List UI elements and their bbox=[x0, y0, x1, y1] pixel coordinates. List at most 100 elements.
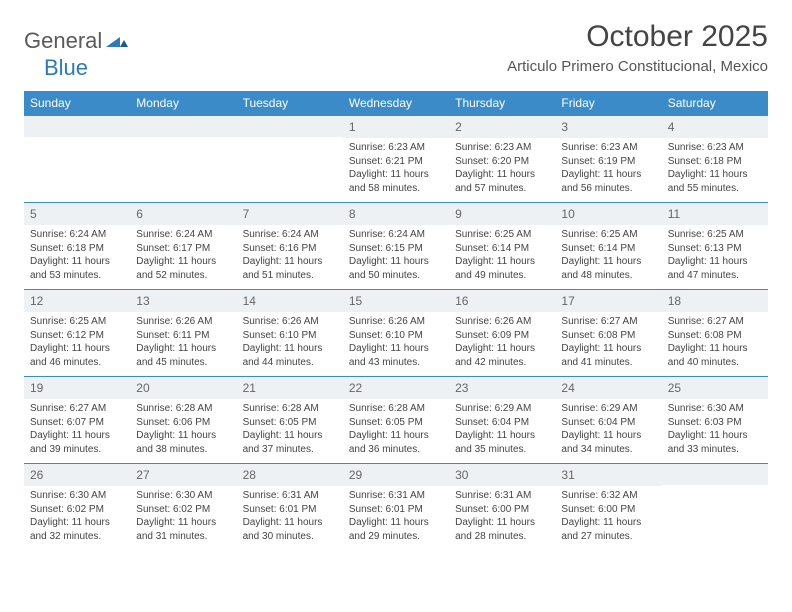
daylight-line: Daylight: 11 hours and 58 minutes. bbox=[349, 168, 443, 195]
sunset-line: Sunset: 6:21 PM bbox=[349, 155, 443, 169]
day-cell: 5Sunrise: 6:24 AMSunset: 6:18 PMDaylight… bbox=[24, 203, 130, 289]
day-number: 5 bbox=[24, 203, 130, 225]
day-cell: 30Sunrise: 6:31 AMSunset: 6:00 PMDayligh… bbox=[449, 464, 555, 550]
sunrise-line: Sunrise: 6:26 AM bbox=[349, 315, 443, 329]
daylight-line: Daylight: 11 hours and 55 minutes. bbox=[668, 168, 762, 195]
daylight-line: Daylight: 11 hours and 40 minutes. bbox=[668, 342, 762, 369]
week-row: 19Sunrise: 6:27 AMSunset: 6:07 PMDayligh… bbox=[24, 376, 768, 463]
day-number: 24 bbox=[555, 377, 661, 399]
weekday-header: Friday bbox=[555, 91, 661, 115]
day-cell: 1Sunrise: 6:23 AMSunset: 6:21 PMDaylight… bbox=[343, 116, 449, 202]
day-details: Sunrise: 6:23 AMSunset: 6:20 PMDaylight:… bbox=[449, 138, 555, 201]
day-details: Sunrise: 6:26 AMSunset: 6:10 PMDaylight:… bbox=[237, 312, 343, 375]
weekday-header: Wednesday bbox=[343, 91, 449, 115]
day-details: Sunrise: 6:30 AMSunset: 6:03 PMDaylight:… bbox=[662, 399, 768, 462]
daylight-line: Daylight: 11 hours and 27 minutes. bbox=[561, 516, 655, 543]
day-cell: 9Sunrise: 6:25 AMSunset: 6:14 PMDaylight… bbox=[449, 203, 555, 289]
sunrise-line: Sunrise: 6:27 AM bbox=[561, 315, 655, 329]
day-details: Sunrise: 6:23 AMSunset: 6:18 PMDaylight:… bbox=[662, 138, 768, 201]
sunset-line: Sunset: 6:00 PM bbox=[561, 503, 655, 517]
day-cell: 20Sunrise: 6:28 AMSunset: 6:06 PMDayligh… bbox=[130, 377, 236, 463]
daylight-line: Daylight: 11 hours and 33 minutes. bbox=[668, 429, 762, 456]
sunrise-line: Sunrise: 6:23 AM bbox=[455, 141, 549, 155]
daylight-line: Daylight: 11 hours and 38 minutes. bbox=[136, 429, 230, 456]
daylight-line: Daylight: 11 hours and 48 minutes. bbox=[561, 255, 655, 282]
daylight-line: Daylight: 11 hours and 46 minutes. bbox=[30, 342, 124, 369]
sunrise-line: Sunrise: 6:27 AM bbox=[668, 315, 762, 329]
day-details: Sunrise: 6:28 AMSunset: 6:05 PMDaylight:… bbox=[343, 399, 449, 462]
sunset-line: Sunset: 6:04 PM bbox=[455, 416, 549, 430]
day-cell: 11Sunrise: 6:25 AMSunset: 6:13 PMDayligh… bbox=[662, 203, 768, 289]
day-number: 20 bbox=[130, 377, 236, 399]
day-cell: 4Sunrise: 6:23 AMSunset: 6:18 PMDaylight… bbox=[662, 116, 768, 202]
sunset-line: Sunset: 6:03 PM bbox=[668, 416, 762, 430]
sunset-line: Sunset: 6:18 PM bbox=[30, 242, 124, 256]
sunset-line: Sunset: 6:08 PM bbox=[668, 329, 762, 343]
day-cell: 7Sunrise: 6:24 AMSunset: 6:16 PMDaylight… bbox=[237, 203, 343, 289]
day-number: 26 bbox=[24, 464, 130, 486]
day-number: 15 bbox=[343, 290, 449, 312]
empty-day bbox=[24, 116, 130, 202]
sunrise-line: Sunrise: 6:30 AM bbox=[136, 489, 230, 503]
sunset-line: Sunset: 6:14 PM bbox=[561, 242, 655, 256]
day-details: Sunrise: 6:26 AMSunset: 6:09 PMDaylight:… bbox=[449, 312, 555, 375]
day-details: Sunrise: 6:27 AMSunset: 6:07 PMDaylight:… bbox=[24, 399, 130, 462]
day-details: Sunrise: 6:30 AMSunset: 6:02 PMDaylight:… bbox=[24, 486, 130, 549]
sunset-line: Sunset: 6:02 PM bbox=[30, 503, 124, 517]
day-cell: 12Sunrise: 6:25 AMSunset: 6:12 PMDayligh… bbox=[24, 290, 130, 376]
daylight-line: Daylight: 11 hours and 49 minutes. bbox=[455, 255, 549, 282]
sunset-line: Sunset: 6:14 PM bbox=[455, 242, 549, 256]
sunset-line: Sunset: 6:09 PM bbox=[455, 329, 549, 343]
day-cell: 8Sunrise: 6:24 AMSunset: 6:15 PMDaylight… bbox=[343, 203, 449, 289]
sunrise-line: Sunrise: 6:32 AM bbox=[561, 489, 655, 503]
day-number: 23 bbox=[449, 377, 555, 399]
sunrise-line: Sunrise: 6:25 AM bbox=[30, 315, 124, 329]
day-number: 21 bbox=[237, 377, 343, 399]
daylight-line: Daylight: 11 hours and 28 minutes. bbox=[455, 516, 549, 543]
day-details: Sunrise: 6:29 AMSunset: 6:04 PMDaylight:… bbox=[449, 399, 555, 462]
day-number: 7 bbox=[237, 203, 343, 225]
sunrise-line: Sunrise: 6:28 AM bbox=[136, 402, 230, 416]
day-details: Sunrise: 6:24 AMSunset: 6:18 PMDaylight:… bbox=[24, 225, 130, 288]
sunrise-line: Sunrise: 6:25 AM bbox=[455, 228, 549, 242]
day-details: Sunrise: 6:31 AMSunset: 6:01 PMDaylight:… bbox=[343, 486, 449, 549]
sunrise-line: Sunrise: 6:29 AM bbox=[455, 402, 549, 416]
sunrise-line: Sunrise: 6:31 AM bbox=[349, 489, 443, 503]
day-details: Sunrise: 6:28 AMSunset: 6:06 PMDaylight:… bbox=[130, 399, 236, 462]
daylight-line: Daylight: 11 hours and 43 minutes. bbox=[349, 342, 443, 369]
sunrise-line: Sunrise: 6:23 AM bbox=[349, 141, 443, 155]
daylight-line: Daylight: 11 hours and 56 minutes. bbox=[561, 168, 655, 195]
sunrise-line: Sunrise: 6:24 AM bbox=[136, 228, 230, 242]
sunrise-line: Sunrise: 6:31 AM bbox=[243, 489, 337, 503]
day-cell: 31Sunrise: 6:32 AMSunset: 6:00 PMDayligh… bbox=[555, 464, 661, 550]
sunrise-line: Sunrise: 6:30 AM bbox=[30, 489, 124, 503]
day-details: Sunrise: 6:25 AMSunset: 6:14 PMDaylight:… bbox=[449, 225, 555, 288]
sunset-line: Sunset: 6:05 PM bbox=[349, 416, 443, 430]
daylight-line: Daylight: 11 hours and 44 minutes. bbox=[243, 342, 337, 369]
day-number: 6 bbox=[130, 203, 236, 225]
day-cell: 23Sunrise: 6:29 AMSunset: 6:04 PMDayligh… bbox=[449, 377, 555, 463]
sunrise-line: Sunrise: 6:23 AM bbox=[668, 141, 762, 155]
sunrise-line: Sunrise: 6:25 AM bbox=[561, 228, 655, 242]
day-cell: 10Sunrise: 6:25 AMSunset: 6:14 PMDayligh… bbox=[555, 203, 661, 289]
day-number: 12 bbox=[24, 290, 130, 312]
day-details: Sunrise: 6:29 AMSunset: 6:04 PMDaylight:… bbox=[555, 399, 661, 462]
weekday-header-row: SundayMondayTuesdayWednesdayThursdayFrid… bbox=[24, 91, 768, 115]
day-cell: 6Sunrise: 6:24 AMSunset: 6:17 PMDaylight… bbox=[130, 203, 236, 289]
day-details: Sunrise: 6:27 AMSunset: 6:08 PMDaylight:… bbox=[555, 312, 661, 375]
day-number: 3 bbox=[555, 116, 661, 138]
daylight-line: Daylight: 11 hours and 30 minutes. bbox=[243, 516, 337, 543]
day-details: Sunrise: 6:28 AMSunset: 6:05 PMDaylight:… bbox=[237, 399, 343, 462]
daylight-line: Daylight: 11 hours and 50 minutes. bbox=[349, 255, 443, 282]
empty-day bbox=[237, 116, 343, 202]
sunset-line: Sunset: 6:17 PM bbox=[136, 242, 230, 256]
daylight-line: Daylight: 11 hours and 51 minutes. bbox=[243, 255, 337, 282]
logo-icon bbox=[106, 31, 128, 52]
day-cell: 22Sunrise: 6:28 AMSunset: 6:05 PMDayligh… bbox=[343, 377, 449, 463]
day-number: 11 bbox=[662, 203, 768, 225]
sunset-line: Sunset: 6:05 PM bbox=[243, 416, 337, 430]
sunset-line: Sunset: 6:11 PM bbox=[136, 329, 230, 343]
day-cell: 27Sunrise: 6:30 AMSunset: 6:02 PMDayligh… bbox=[130, 464, 236, 550]
sunrise-line: Sunrise: 6:24 AM bbox=[349, 228, 443, 242]
day-cell: 14Sunrise: 6:26 AMSunset: 6:10 PMDayligh… bbox=[237, 290, 343, 376]
